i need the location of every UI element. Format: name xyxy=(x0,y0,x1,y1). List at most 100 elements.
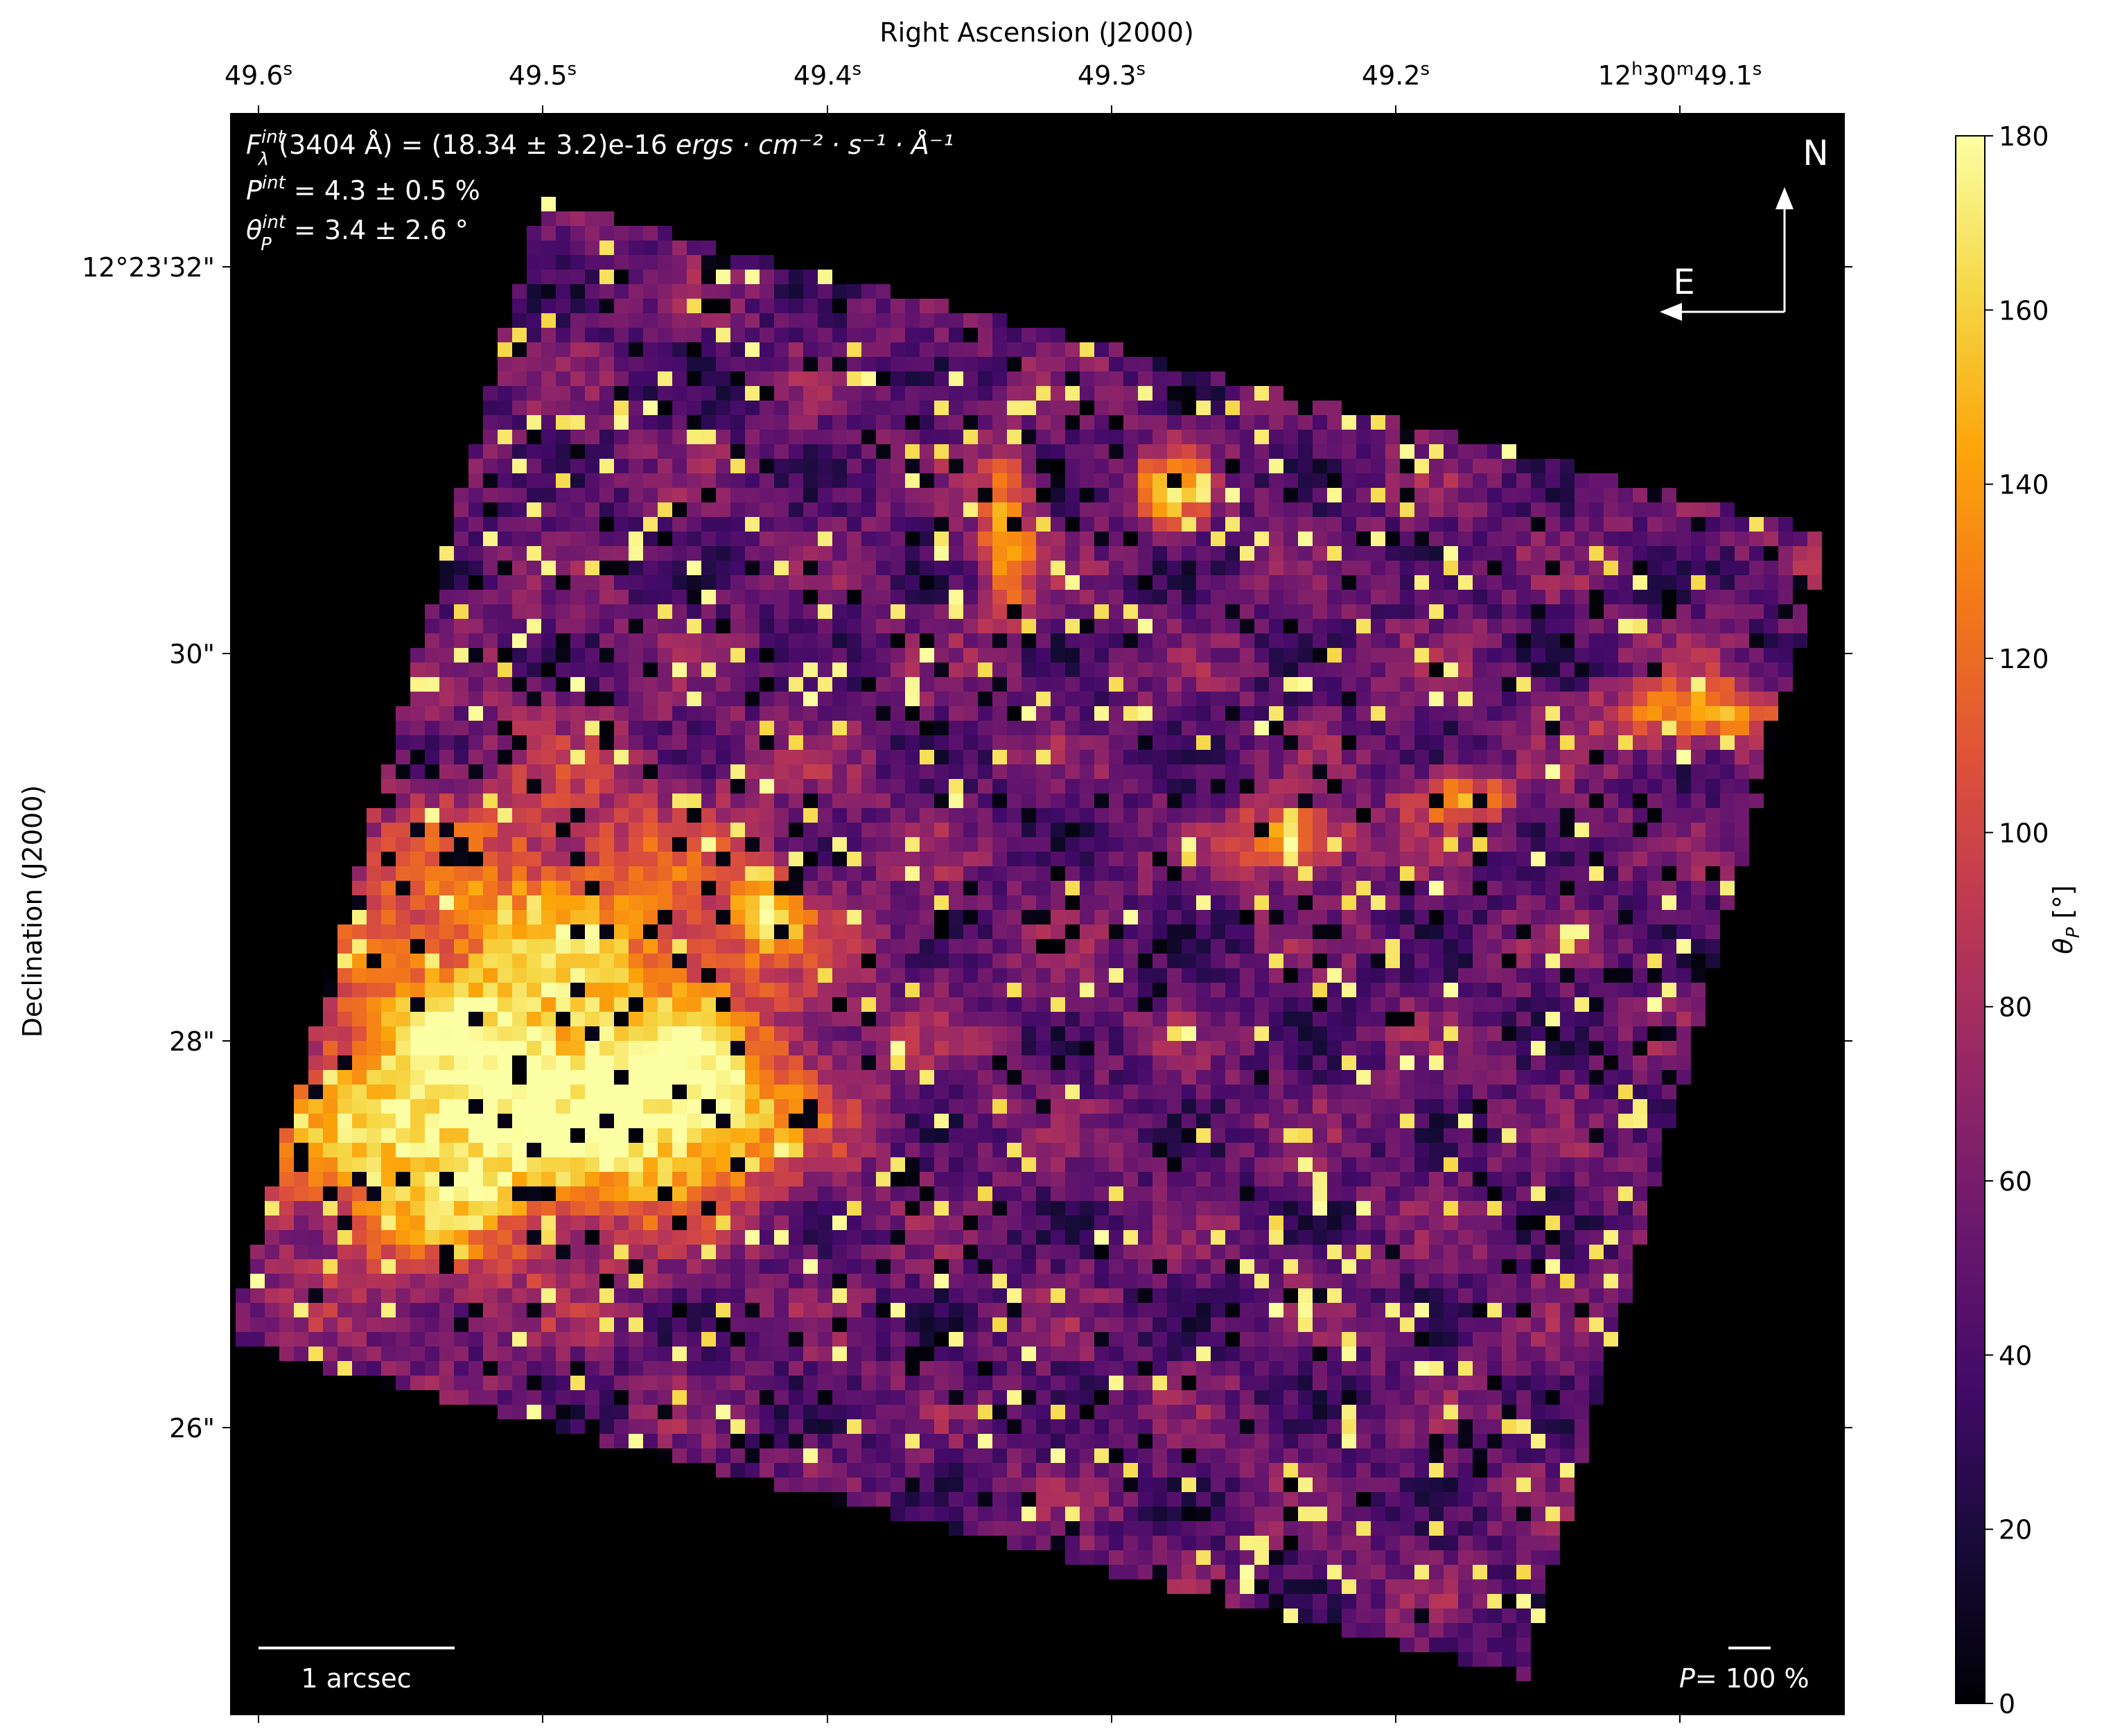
map-cell xyxy=(1735,561,1749,575)
map-cell xyxy=(337,954,352,968)
map-cell xyxy=(832,342,847,357)
map-cell xyxy=(1138,488,1152,502)
map-cell xyxy=(556,1055,570,1070)
map-cell xyxy=(672,866,687,881)
map-cell xyxy=(1633,590,1647,604)
map-cell xyxy=(1618,910,1633,924)
map-cell xyxy=(832,546,847,561)
map-cell xyxy=(1400,1041,1414,1055)
map-cell xyxy=(1065,401,1080,415)
map-cell xyxy=(1225,1070,1240,1085)
map-cell xyxy=(1371,706,1385,721)
map-cell xyxy=(1080,1041,1094,1055)
map-cell xyxy=(992,852,1007,866)
map-cell xyxy=(1720,546,1735,561)
map-cell xyxy=(352,983,367,997)
map-cell xyxy=(425,823,439,837)
map-cell xyxy=(905,517,920,532)
map-cell xyxy=(1400,823,1414,837)
map-cell xyxy=(1167,575,1182,590)
map-cell xyxy=(629,240,643,255)
map-cell xyxy=(556,794,570,808)
map-cell xyxy=(1022,430,1036,444)
map-cell xyxy=(1138,1114,1152,1128)
map-cell xyxy=(1109,546,1123,561)
map-cell xyxy=(1662,619,1676,633)
map-cell xyxy=(1676,924,1691,939)
map-cell xyxy=(1022,997,1036,1012)
map-cell xyxy=(1036,444,1051,459)
map-cell xyxy=(1400,502,1414,517)
map-cell xyxy=(1633,764,1647,779)
map-cell xyxy=(1444,575,1458,590)
map-cell xyxy=(1094,546,1109,561)
map-cell xyxy=(323,1114,337,1128)
map-cell xyxy=(367,881,381,895)
map-cell xyxy=(716,328,730,342)
map-cell xyxy=(992,619,1007,633)
map-cell xyxy=(1094,648,1109,663)
map-cell xyxy=(789,721,803,735)
map-cell xyxy=(1487,779,1502,794)
map-cell xyxy=(1065,997,1080,1012)
map-cell xyxy=(1604,808,1618,823)
map-cell xyxy=(861,488,876,502)
map-cell xyxy=(1385,561,1400,575)
map-cell xyxy=(1371,1041,1385,1055)
map-cell xyxy=(905,371,920,386)
map-cell xyxy=(1327,750,1342,764)
map-cell xyxy=(585,735,599,750)
map-cell xyxy=(1007,706,1022,721)
map-cell xyxy=(861,779,876,794)
map-cell xyxy=(1123,473,1138,488)
map-cell xyxy=(585,677,599,692)
map-cell xyxy=(847,401,861,415)
map-cell xyxy=(570,473,585,488)
map-cell xyxy=(847,910,861,924)
map-cell xyxy=(1545,808,1560,823)
map-cell xyxy=(512,954,527,968)
map-cell xyxy=(1545,1099,1560,1114)
map-cell xyxy=(1444,706,1458,721)
map-cell xyxy=(1123,546,1138,561)
map-cell xyxy=(1414,1099,1429,1114)
map-cell xyxy=(1502,794,1516,808)
map-cell xyxy=(876,794,891,808)
map-cell xyxy=(1618,663,1633,677)
map-cell xyxy=(1167,997,1182,1012)
map-cell xyxy=(1182,604,1196,619)
map-cell xyxy=(512,764,527,779)
map-cell xyxy=(1138,968,1152,983)
map-cell xyxy=(934,735,949,750)
map-cell xyxy=(818,444,832,459)
map-cell xyxy=(1225,502,1240,517)
map-cell xyxy=(1676,633,1691,648)
map-cell xyxy=(1720,881,1735,895)
map-cell xyxy=(1182,561,1196,575)
map-cell xyxy=(1589,619,1604,633)
map-cell xyxy=(527,284,541,299)
map-cell xyxy=(716,284,730,299)
map-cell xyxy=(891,823,905,837)
map-cell xyxy=(1080,415,1094,430)
map-cell xyxy=(527,1128,541,1143)
map-cell xyxy=(381,1041,396,1055)
map-cell xyxy=(1182,648,1196,663)
map-cell xyxy=(1094,837,1109,852)
map-cell xyxy=(1720,692,1735,706)
map-cell xyxy=(1225,910,1240,924)
map-cell xyxy=(599,270,614,284)
map-cell xyxy=(454,1055,468,1070)
map-cell xyxy=(745,328,760,342)
map-cell xyxy=(963,444,978,459)
map-cell xyxy=(658,1026,672,1041)
map-cell xyxy=(1429,881,1444,895)
map-cell xyxy=(1371,1099,1385,1114)
map-cell xyxy=(803,561,818,575)
map-cell xyxy=(1545,983,1560,997)
map-cell xyxy=(512,1055,527,1070)
map-cell xyxy=(1283,401,1298,415)
map-cell xyxy=(1065,735,1080,750)
map-cell xyxy=(1662,997,1676,1012)
map-cell xyxy=(629,779,643,794)
